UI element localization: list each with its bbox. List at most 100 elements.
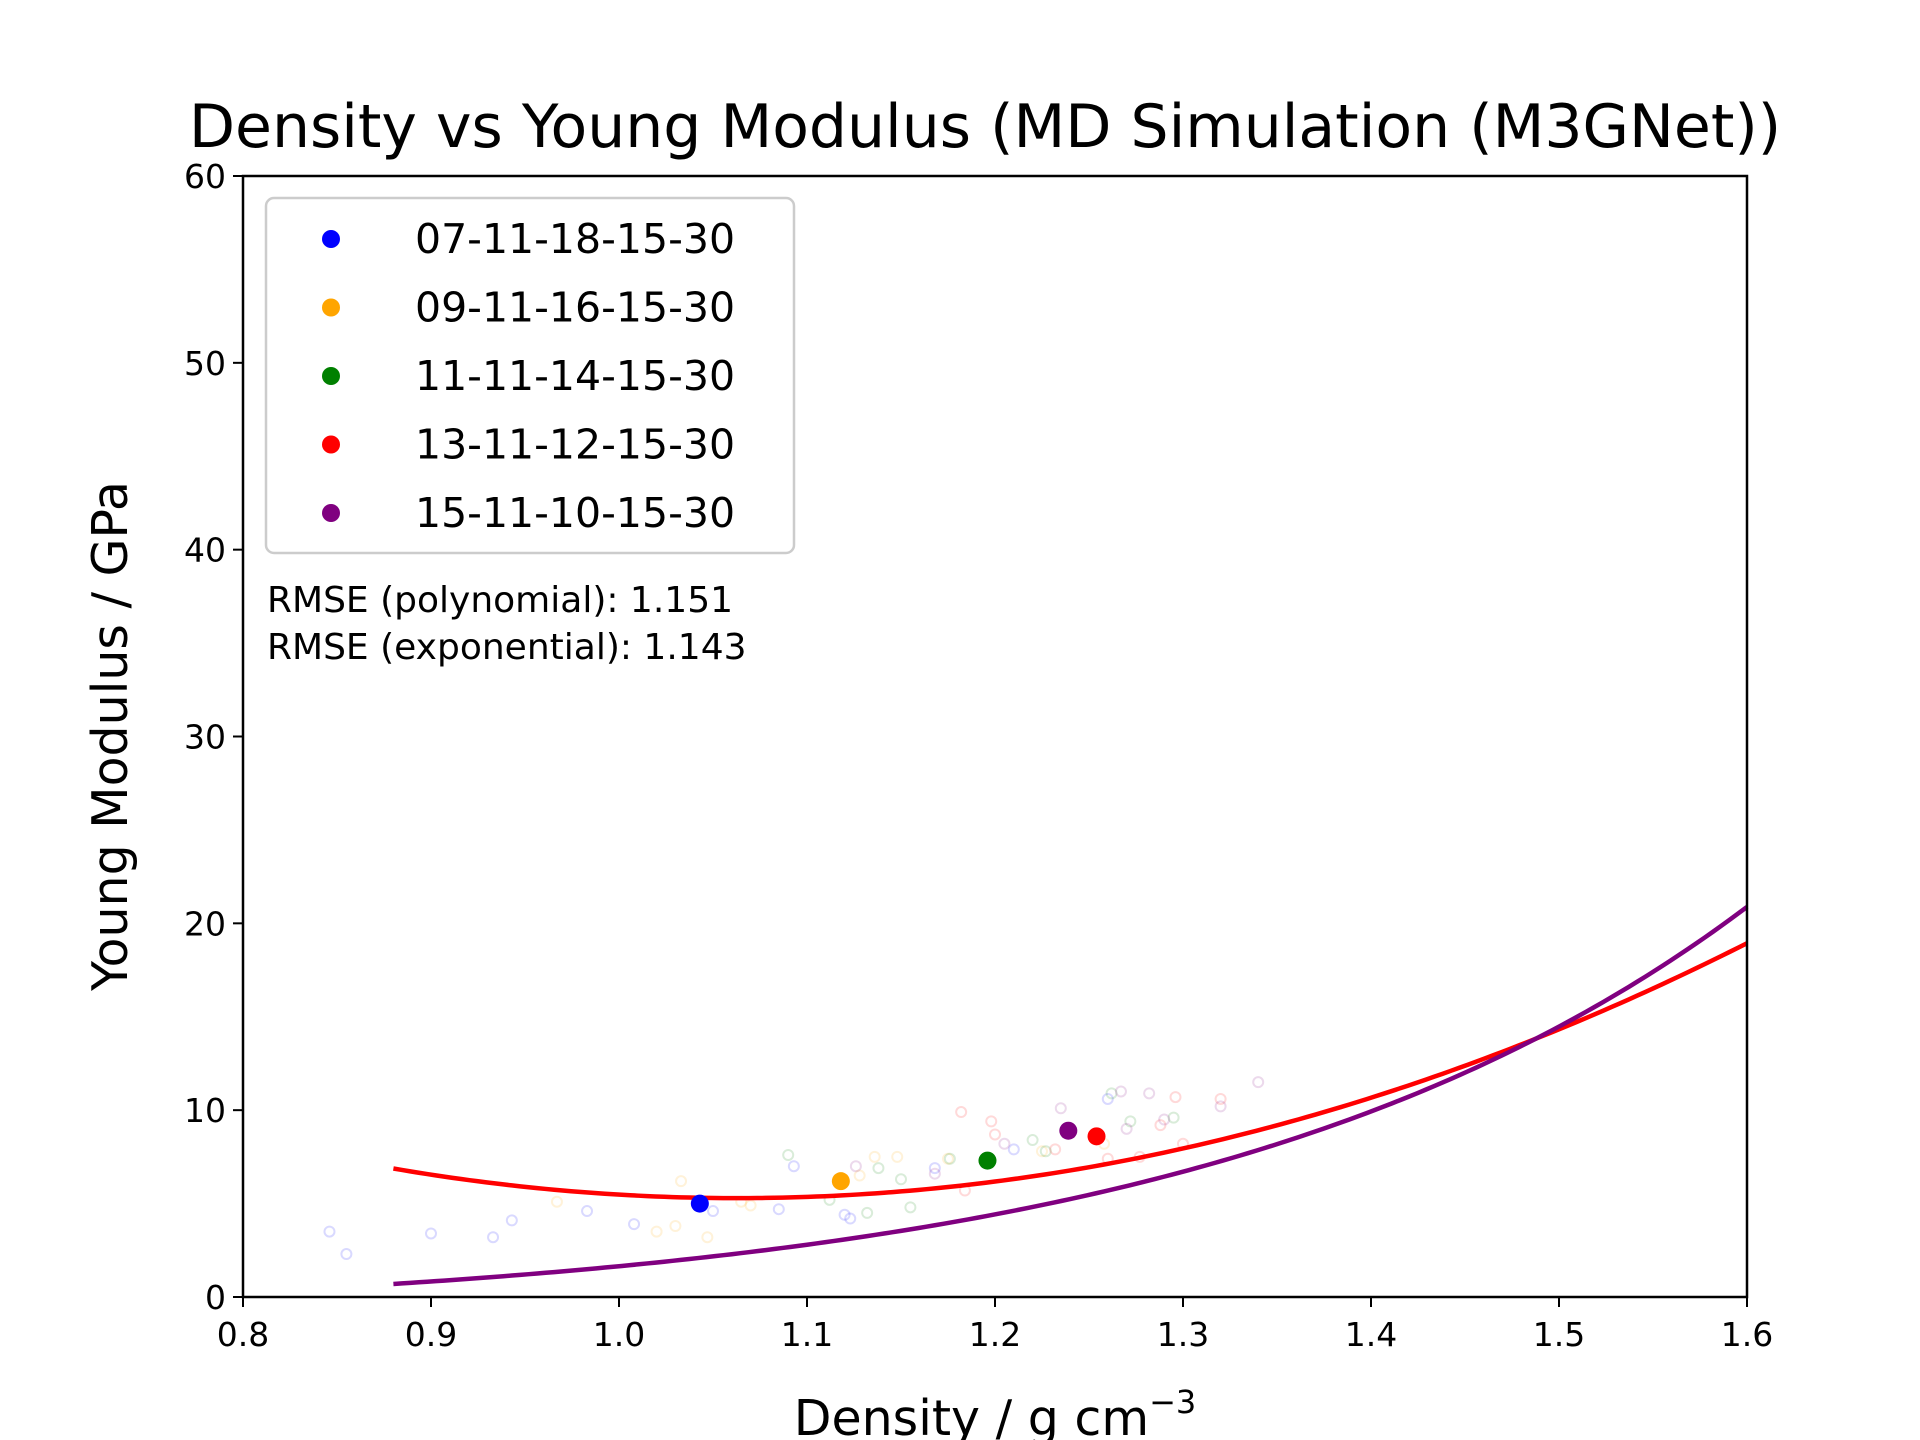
raw-point-s3-3 [989,1128,1001,1141]
raw-point-s1-8 [868,1150,881,1163]
raw-point-s4-8 [1252,1076,1265,1089]
raw-point-s1-0 [550,1195,563,1208]
raw-point-s0-0 [323,1225,336,1238]
raw-point-s4-1 [928,1167,941,1180]
fit-curves-layer [393,905,1749,1287]
rmse-polynomial-annotation: RMSE (polynomial): 1.151 [267,580,733,621]
x-tick-label: 0.8 [217,1315,269,1354]
raw-point-s3-1 [955,1106,968,1119]
raw-point-s0-4 [505,1214,518,1227]
raw-point-s4-4 [1114,1085,1127,1098]
legend-label-13-11-12-15-30: 13-11-12-15-30 [415,421,735,469]
raw-point-s4-5 [1120,1122,1133,1135]
raw-point-s1-2 [669,1220,682,1233]
raw-point-s2-0 [782,1149,795,1162]
raw-point-s1-7 [853,1169,866,1182]
raw-point-s1-4 [701,1231,714,1244]
raw-point-s0-9 [787,1160,800,1173]
raw-point-s1-3 [675,1175,688,1188]
y-tick-label: 20 [184,904,226,943]
chart-title: Density vs Young Modulus (MD Simulation … [189,92,1781,162]
raw-point-s4-3 [1054,1102,1067,1115]
raw-point-s1-11 [1036,1145,1048,1158]
y-axis-ticks: 0 10 20 30 40 50 60 [184,157,243,1317]
polynomial-fit-line [393,941,1749,1201]
raw-point-s3-9 [1214,1092,1227,1105]
x-tick-label: 0.9 [405,1315,457,1354]
raw-point-s1-6 [744,1199,757,1212]
raw-point-s2-9 [1105,1087,1118,1100]
raw-point-s0-7 [707,1205,719,1218]
y-tick-label: 50 [184,344,226,383]
raw-point-s1-1 [650,1225,663,1238]
mean-point-15-11-10-15-30 [1059,1121,1078,1140]
y-axis-label: Young Modulus / GPa [82,481,139,992]
legend-marker-09-11-16-15-30 [322,298,340,317]
raw-point-s2-8 [1039,1145,1052,1158]
raw-point-s2-3 [872,1162,885,1175]
raw-point-s0-5 [581,1205,594,1218]
x-axis-label: Density / g cm−3 [794,1383,1196,1440]
legend-marker-13-11-12-15-30 [322,435,340,454]
x-tick-label: 1.0 [593,1315,645,1354]
mean-point-09-11-16-15-30 [831,1172,850,1191]
raw-point-s2-10 [1124,1115,1137,1128]
raw-point-s2-4 [895,1173,907,1186]
raw-point-s4-2 [998,1137,1011,1150]
x-axis-label-text: Density / g cm [794,1390,1149,1440]
x-axis-ticks: 0.8 0.9 1.0 1.1 1.2 1.3 1.4 1.5 1.6 [217,1297,1773,1354]
y-tick-label: 60 [184,157,226,196]
legend-label-15-11-10-15-30: 15-11-10-15-30 [415,489,735,537]
exponential-fit-line [393,905,1749,1287]
legend-frame [264,196,796,555]
x-axis-label-superscript: −3 [1149,1383,1196,1421]
raw-point-s0-11 [844,1212,857,1225]
raw-point-s0-13 [1007,1143,1020,1156]
x-tick-label: 1.3 [1157,1315,1209,1354]
raw-point-s2-6 [943,1152,956,1165]
raw-point-s3-7 [1169,1091,1182,1104]
raw-point-s0-14 [1101,1092,1114,1105]
raw-point-s2-11 [1167,1111,1180,1124]
x-tick-label: 1.2 [969,1315,1021,1354]
raw-point-s0-2 [425,1227,437,1240]
rmse-exponential-annotation: RMSE (exponential): 1.143 [267,627,747,668]
mean-point-13-11-12-15-30 [1087,1127,1106,1146]
legend-label-07-11-18-15-30: 07-11-18-15-30 [415,215,735,263]
raw-point-s0-10 [838,1208,851,1221]
raw-point-s4-0 [849,1160,862,1173]
legend: 07-11-18-15-30 09-11-16-15-30 11-11-14-15-… [264,196,796,555]
raw-point-s2-5 [904,1201,917,1214]
x-tick-label: 1.6 [1721,1315,1773,1354]
raw-point-s0-8 [772,1203,785,1216]
legend-items: 07-11-18-15-30 09-11-16-15-30 11-11-14-15-… [322,215,735,537]
mean-point-07-11-18-15-30 [690,1194,709,1213]
y-tick-label: 30 [184,718,226,757]
raw-point-s1-9 [891,1150,904,1163]
y-tick-label: 0 [205,1278,226,1317]
raw-point-s3-2 [985,1115,998,1128]
legend-label-11-11-14-15-30: 11-11-14-15-30 [415,352,735,400]
raw-point-s2-2 [861,1206,874,1219]
legend-label-09-11-16-15-30: 09-11-16-15-30 [415,284,735,332]
raw-point-s4-7 [1158,1113,1171,1126]
legend-marker-07-11-18-15-30 [322,230,340,248]
raw-point-s0-12 [928,1162,941,1175]
raw-point-s0-6 [628,1218,641,1231]
x-tick-label: 1.5 [1533,1315,1585,1354]
raw-point-s1-10 [942,1152,954,1165]
raw-point-s0-1 [340,1248,353,1261]
raw-point-s3-4 [1049,1143,1062,1156]
legend-marker-11-11-14-15-30 [322,367,340,385]
raw-point-s4-6 [1143,1087,1156,1100]
raw-points-layer [323,1076,1265,1261]
raw-point-s0-3 [487,1231,500,1244]
raw-point-s4-9 [1214,1100,1227,1113]
mean-points-layer [690,1121,1106,1213]
x-tick-label: 1.1 [781,1315,833,1354]
mean-point-11-11-14-15-30 [978,1151,997,1170]
y-tick-label: 40 [184,531,226,570]
raw-point-s2-7 [1026,1134,1039,1147]
